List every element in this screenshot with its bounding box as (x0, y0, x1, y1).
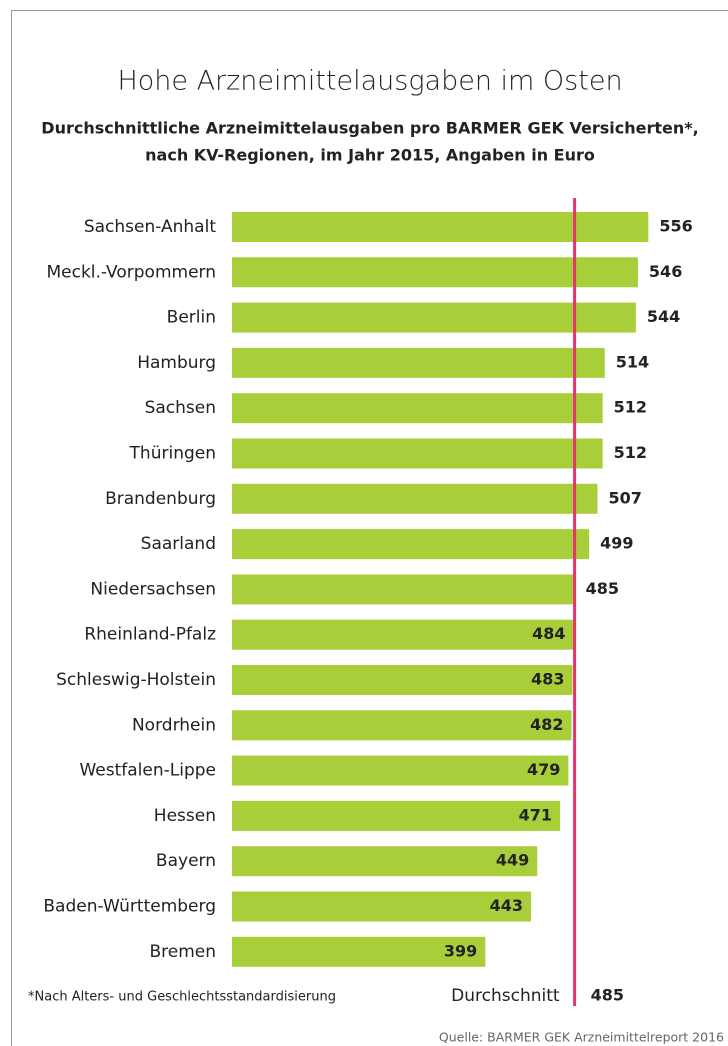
value-label: 507 (608, 488, 641, 507)
category-label: Brandenburg (105, 489, 216, 509)
footnote: *Nach Alters- und Geschlechtsstandardisi… (28, 990, 336, 1005)
source: Quelle: BARMER GEK Arzneimittelreport 20… (439, 1030, 724, 1045)
category-label: Sachsen-Anhalt (84, 217, 216, 237)
category-label: Sachsen (145, 398, 216, 418)
bar (232, 619, 574, 650)
bar (232, 846, 538, 877)
category-label: Saarland (141, 534, 216, 554)
value-label: 512 (614, 398, 647, 417)
category-label: Hessen (154, 806, 216, 826)
value-label: 479 (527, 760, 560, 779)
category-label: Thüringen (129, 444, 216, 464)
value-label: 485 (586, 579, 619, 598)
value-label: 482 (530, 715, 563, 734)
bar (232, 800, 561, 831)
subtitle: Durchschnittliche Arzneimittelausgaben p… (41, 119, 698, 138)
bar (232, 574, 575, 605)
value-label: 484 (532, 624, 565, 643)
value-label: 546 (649, 262, 682, 281)
value-label: 443 (490, 896, 523, 915)
category-label: Westfalen-Lippe (79, 761, 216, 781)
value-label: 514 (616, 352, 649, 371)
reference-value: 485 (591, 986, 624, 1005)
category-label: Bayern (156, 851, 216, 871)
category-label: Schleswig-Holstein (56, 670, 216, 690)
category-label: Niedersachsen (90, 579, 216, 599)
value-label: 556 (659, 217, 692, 236)
bar (232, 755, 569, 786)
bar (232, 891, 532, 922)
bar (232, 710, 572, 741)
value-label: 449 (496, 851, 529, 870)
bar (232, 665, 573, 695)
value-label: 483 (531, 670, 564, 689)
value-label: 512 (614, 443, 647, 462)
chart-title: Hohe Arzneimittelausgaben im Osten (117, 66, 622, 97)
frame (11, 10, 728, 1046)
bar (232, 393, 603, 424)
category-label: Berlin (167, 308, 216, 328)
subtitle: nach KV-Regionen, im Jahr 2015, Angaben … (145, 146, 595, 165)
bar (232, 438, 603, 469)
category-label: Rheinland-Pfalz (84, 625, 216, 645)
value-label: 399 (444, 941, 477, 960)
category-label: Bremen (149, 942, 216, 962)
bar (232, 302, 636, 333)
category-label: Hamburg (137, 353, 216, 373)
reference-label: Durchschnitt (451, 986, 560, 1006)
bar (232, 212, 649, 242)
bar (232, 483, 598, 514)
bar (232, 257, 638, 288)
value-label: 471 (519, 805, 552, 824)
value-label: 544 (647, 307, 680, 326)
bar (232, 347, 605, 378)
category-label: Meckl.-Vorpommern (46, 262, 216, 282)
value-label: 499 (600, 534, 633, 553)
bar (232, 529, 590, 560)
category-label: Nordrhein (132, 715, 216, 735)
bar (232, 936, 486, 967)
category-label: Baden-Württemberg (43, 897, 216, 917)
